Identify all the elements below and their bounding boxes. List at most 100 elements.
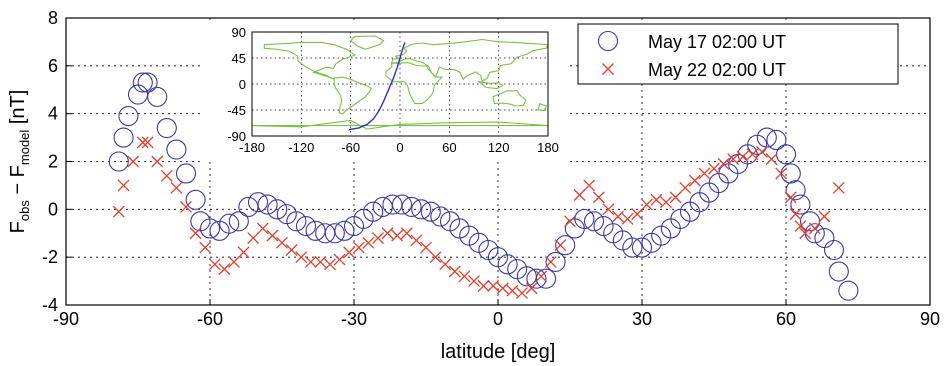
x-point xyxy=(141,136,154,149)
circle-point xyxy=(219,213,240,234)
circle-point xyxy=(113,127,134,148)
inset-coastline xyxy=(385,62,444,105)
x-point xyxy=(496,282,509,295)
inset-coastline xyxy=(349,35,385,50)
y-label-unit: [nT] xyxy=(7,90,29,130)
x-point xyxy=(832,181,845,194)
circle-point xyxy=(420,201,441,222)
x-point xyxy=(679,181,692,194)
x-point xyxy=(295,251,308,264)
x-point xyxy=(660,196,672,209)
x-point xyxy=(516,287,528,300)
legend-label-may-22: May 22 02:00 UT xyxy=(648,60,786,80)
circle-point xyxy=(247,192,269,213)
x-point xyxy=(535,270,548,283)
inset-x-tick-label: 0 xyxy=(396,140,403,155)
x-point xyxy=(420,241,432,254)
circle-point xyxy=(267,199,288,220)
x-point xyxy=(199,241,212,254)
circle-point xyxy=(175,163,197,184)
legend-x-mark xyxy=(602,63,614,75)
inset-coastline xyxy=(537,102,548,112)
x-point xyxy=(554,239,567,252)
circle-point xyxy=(545,251,566,273)
plot-frame xyxy=(65,17,931,306)
x-point xyxy=(799,227,812,240)
circle-point xyxy=(147,86,168,107)
circle-point xyxy=(828,261,849,282)
x-tick-label: -60 xyxy=(197,309,223,329)
circle-point xyxy=(555,235,576,256)
x-tick-label: 60 xyxy=(776,309,796,329)
circle-point xyxy=(127,84,149,105)
circle-point xyxy=(583,211,605,232)
inset-coastline xyxy=(492,89,527,107)
x-point xyxy=(247,232,260,244)
inset-tick-labels: -180 -120 -60 0 60 120 180 90 45 0 -45 -90 xyxy=(227,25,559,155)
x-point xyxy=(808,222,821,235)
circle-point xyxy=(780,163,801,184)
circle-point xyxy=(622,237,643,258)
inset-coastline xyxy=(477,80,504,90)
x-point xyxy=(112,205,125,218)
inset-x-tick-label: 60 xyxy=(442,140,456,155)
circle-point xyxy=(838,280,859,301)
inset-x-tick-label: 120 xyxy=(488,140,510,155)
circle-point xyxy=(535,268,557,289)
x-point xyxy=(448,265,461,278)
x-point xyxy=(304,255,317,268)
inset-coastlines xyxy=(251,35,549,130)
x-point xyxy=(640,198,653,211)
x-point xyxy=(314,255,327,268)
tick-labels: -90 -60 -30 0 30 60 90 -4 -2 0 2 4 6 8 xyxy=(42,8,940,329)
x-point xyxy=(631,208,644,221)
x-point xyxy=(208,258,221,271)
y-label-dash: − F xyxy=(7,165,29,200)
circle-point xyxy=(823,239,845,261)
x-point xyxy=(136,136,149,149)
x-point xyxy=(352,241,365,254)
circle-point xyxy=(430,206,451,227)
x-point xyxy=(189,227,202,240)
x-point xyxy=(285,244,298,256)
circle-point xyxy=(785,180,806,201)
y-axis-label: Fobs − Fmodel [nT] xyxy=(7,90,32,234)
circle-point xyxy=(228,211,249,232)
x-point xyxy=(218,263,231,276)
circle-point xyxy=(775,144,797,165)
circle-point xyxy=(391,194,413,215)
circle-point xyxy=(363,201,384,222)
y-label-sub-obs: obs xyxy=(17,200,32,221)
x-tick-label: 30 xyxy=(632,309,652,329)
x-tick-label: -90 xyxy=(53,309,79,329)
circle-point xyxy=(118,106,139,127)
x-point xyxy=(669,191,682,204)
x-tick-label: 90 xyxy=(920,309,940,329)
circle-point xyxy=(324,223,345,244)
legend-marker-x xyxy=(602,63,614,75)
legend: May 17 02:00 UT May 22 02:00 UT xyxy=(577,23,899,85)
x-point xyxy=(160,169,173,182)
inset-coastline xyxy=(251,119,549,130)
legend-label-may-17: May 17 02:00 UT xyxy=(648,32,786,52)
circle-point xyxy=(108,151,129,172)
circle-point xyxy=(401,196,422,217)
x-point xyxy=(477,279,490,292)
inset-y-tick-label: -45 xyxy=(227,103,246,118)
x-point xyxy=(487,279,500,292)
circle-point xyxy=(631,237,653,258)
x-tick-label: 0 xyxy=(493,309,503,329)
x-point xyxy=(564,215,576,228)
x-point xyxy=(717,157,730,170)
circle-point xyxy=(574,208,595,229)
x-point xyxy=(544,255,557,268)
x-point xyxy=(592,191,605,204)
x-point xyxy=(151,155,164,168)
x-point xyxy=(756,145,768,158)
x-point xyxy=(343,246,356,259)
x-point xyxy=(746,148,759,161)
x-point xyxy=(612,210,624,223)
x-point xyxy=(789,208,802,221)
x-point xyxy=(362,236,375,249)
x-point xyxy=(400,227,413,240)
